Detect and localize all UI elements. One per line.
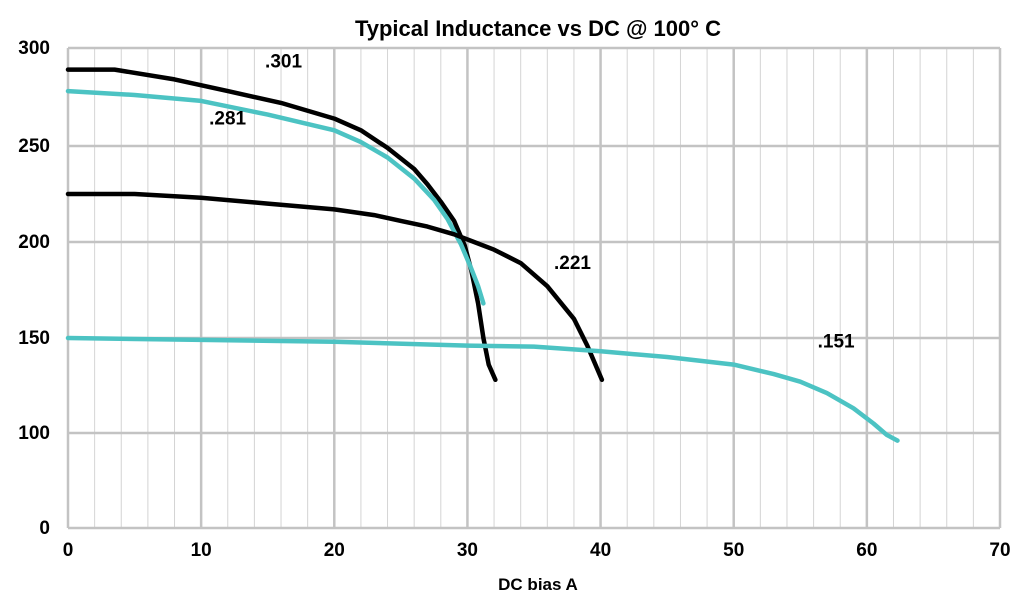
- series-label-301: .301: [265, 52, 302, 73]
- series-line-151: [65, 335, 900, 443]
- chart-title: Typical Inductance vs DC @ 100° C: [355, 16, 721, 41]
- x-tick-label: 10: [191, 540, 212, 561]
- x-tick-label: 70: [989, 540, 1010, 561]
- series-group: [65, 67, 900, 443]
- series-line-221: [65, 191, 605, 383]
- x-tick-label: 60: [856, 540, 877, 561]
- x-axis-title: DC bias A: [498, 575, 578, 594]
- x-tick-label: 40: [590, 540, 611, 561]
- series-labels: .301 .281 .221 .151: [209, 52, 855, 353]
- x-tick-label: 50: [723, 540, 744, 561]
- series-label-221: .221: [554, 253, 591, 274]
- series-label-151: .151: [818, 332, 855, 353]
- x-tick-label: 0: [63, 540, 74, 561]
- y-tick-label: 150: [18, 328, 50, 349]
- grid: [66, 46, 1002, 530]
- y-tick-label: 250: [18, 136, 50, 157]
- series-line-281: [65, 88, 486, 306]
- x-tick-label: 20: [324, 540, 345, 561]
- y-tick-label: 300: [18, 38, 50, 59]
- y-tick-label: 200: [18, 232, 50, 253]
- series-line-301: [65, 67, 498, 383]
- y-tick-label: 0: [39, 518, 50, 539]
- x-tick-label: 30: [457, 540, 478, 561]
- y-tick-label: 100: [18, 423, 50, 444]
- axis-ticks: 0 10 20 30 40 50 60 70 0 100 150 200 250 300: [18, 38, 1010, 561]
- series-label-281: .281: [209, 108, 246, 129]
